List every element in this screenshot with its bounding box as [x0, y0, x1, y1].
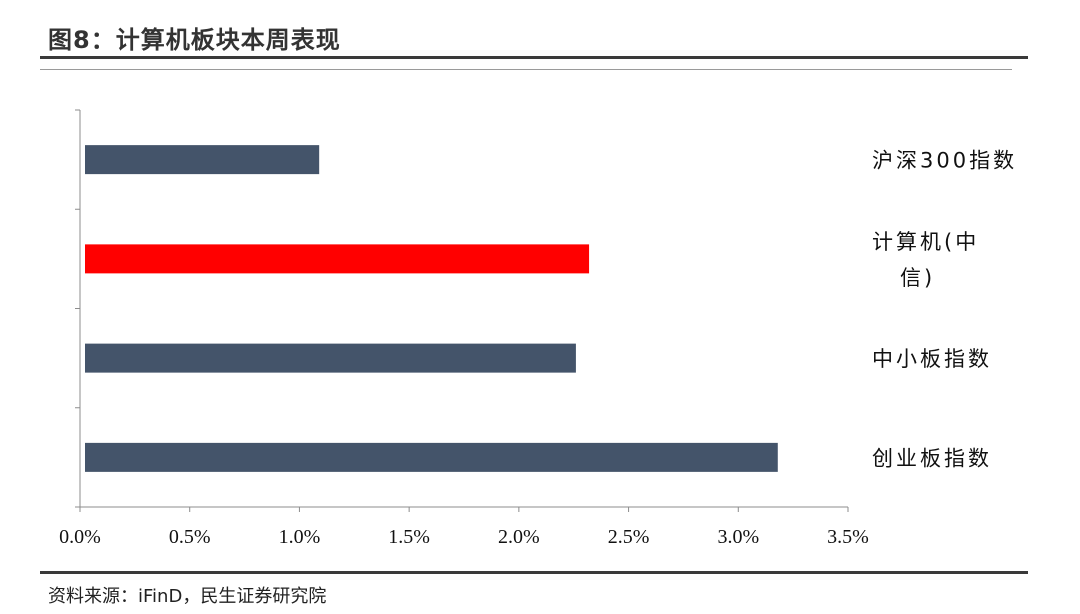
source-note: 资料来源：iFinD，民生证券研究院	[48, 586, 327, 607]
category-label-3: 创业板指数	[872, 446, 992, 470]
figure-title: 图8：计算机板块本周表现	[48, 26, 341, 54]
top-rule-thick	[40, 56, 1028, 59]
chart-axes	[75, 109, 849, 512]
category-label-2: 中小板指数	[872, 347, 992, 371]
x-tick-label: 3.0%	[717, 526, 759, 548]
x-tick-label: 2.0%	[498, 526, 540, 548]
x-tick-label: 1.5%	[388, 526, 430, 548]
x-tick-label: 0.5%	[169, 526, 211, 548]
category-label-0: 沪深300指数	[872, 149, 1017, 173]
category-label-1: 计算机(中信)	[872, 230, 979, 290]
x-tick-label: 2.5%	[608, 526, 650, 548]
bar-3	[85, 442, 778, 472]
x-tick-label: 3.5%	[827, 526, 869, 548]
x-tick-label: 1.0%	[279, 526, 321, 548]
bar-1	[85, 244, 590, 274]
bar-0	[85, 145, 320, 175]
x-tick-labels: 0.0% 0.5% 1.0% 1.5% 2.0% 2.5% 3.0% 3.5%	[59, 526, 869, 548]
bottom-rule-thick	[40, 571, 1028, 574]
top-rule-thin	[40, 69, 1012, 70]
x-tick-label: 0.0%	[59, 526, 101, 548]
chart-bars	[85, 145, 778, 472]
bar-2	[85, 343, 576, 373]
